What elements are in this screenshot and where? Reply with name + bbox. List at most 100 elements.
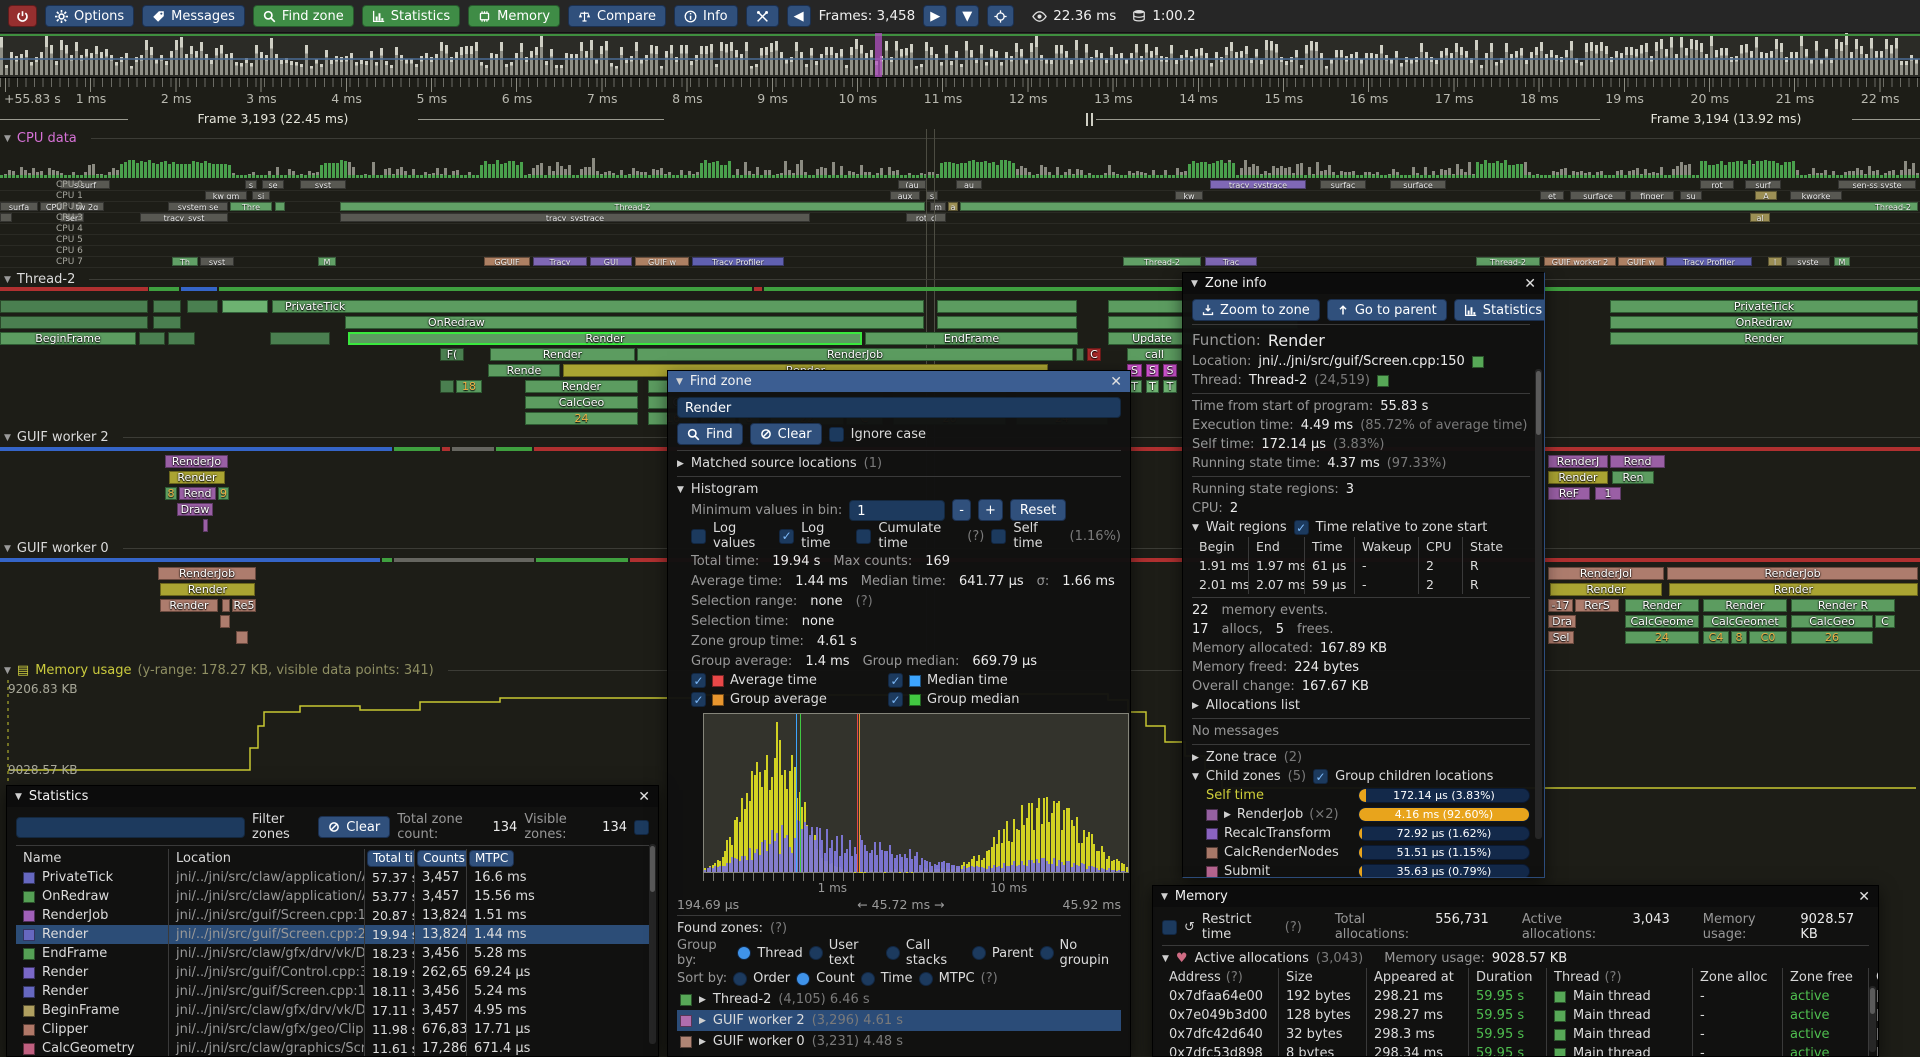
statistics-titlebar[interactable]: ▼ Statistics ✕ (7, 786, 658, 807)
timeline-zone[interactable]: EndFrame (865, 332, 1078, 345)
sort-by-option-count[interactable] (796, 971, 811, 986)
scrollbar[interactable] (649, 844, 656, 1044)
expand-icon[interactable]: ▶ (699, 1036, 706, 1047)
alloc-call-stack[interactable]: [alloc] [free] (1868, 1044, 1878, 1056)
timeline-zone[interactable]: 18 (456, 380, 482, 393)
expand-icon[interactable]: ▶ (1192, 752, 1199, 763)
cpu-zone-chip[interactable]: surfac (1320, 180, 1366, 189)
cpu-zone-chip[interactable]: surf (1745, 180, 1781, 189)
cpu-zone-chip[interactable]: GUIF w (635, 257, 689, 266)
group-by-option-call-stacks[interactable] (885, 946, 900, 960)
child-zone-row[interactable]: Self time 172.14 µs (3.83%) (1192, 786, 1530, 805)
collapse-icon[interactable]: ▼ (4, 432, 11, 443)
cpu-zone-chip[interactable]: surface (1570, 191, 1626, 200)
alloc-call-stack[interactable]: [alloc] [free] (1868, 987, 1878, 1006)
cpu-zone-chip[interactable]: Thre (230, 202, 272, 211)
toolbar-button-tools[interactable] (745, 5, 779, 27)
cpu-zone-chip[interactable] (275, 202, 285, 211)
cpu-zone-chip[interactable]: al (1750, 213, 1770, 222)
find-button[interactable]: Find (677, 423, 743, 445)
timeline-zone[interactable] (139, 332, 165, 345)
cpu-zone-chip[interactable]: A (1755, 191, 1777, 200)
timeline-zone[interactable]: RerS (1575, 599, 1619, 612)
time-relative-checkbox[interactable] (1293, 520, 1309, 535)
timeline-zone[interactable]: Dra (1548, 615, 1576, 628)
toolbar-button-memory[interactable]: Memory (468, 5, 561, 27)
statistics-row[interactable]: OnRedraw jni/../jni/src/claw/application/… (16, 887, 649, 906)
timeline-zone[interactable] (236, 631, 248, 644)
cpu-zone-chip[interactable]: tracy_systrace (1210, 180, 1306, 189)
timeline-zone[interactable]: Render (160, 599, 218, 612)
collapse-icon[interactable]: ▼ (676, 376, 683, 387)
column-header[interactable]: Thread (?) (1546, 968, 1692, 987)
series-toggle-average-time[interactable] (691, 673, 706, 688)
cpu-zone-chip[interactable]: tw 2g (70, 202, 104, 211)
timeline-zone[interactable]: PrivateTick (1610, 300, 1918, 313)
toolbar-button-statistics[interactable]: Statistics (361, 5, 461, 27)
statistics-row[interactable]: Render jni/../jni/src/guif/Control.cpp:34… (16, 963, 649, 982)
cpu-zone-chip[interactable]: kw gm (205, 191, 247, 200)
group-by-option-user-text[interactable] (808, 946, 823, 960)
hist-span-label[interactable]: ← 45.72 ms → (857, 897, 945, 912)
toggle-self-time[interactable] (991, 528, 1007, 544)
series-toggle-group-median[interactable] (888, 692, 903, 707)
column-header[interactable]: Size (1278, 968, 1366, 987)
timeline-zone[interactable]: Render (348, 332, 862, 345)
toolbar-button-options[interactable]: Options (45, 5, 135, 27)
statistics-row[interactable]: PrivateTick jni/../jni/src/claw/applicati… (16, 868, 649, 887)
thread-section-guif-worker-2[interactable]: ▼ GUIF worker 2 (4, 430, 1920, 445)
sort-by-option-time[interactable] (860, 971, 875, 986)
column-header[interactable]: State (1462, 537, 1530, 556)
collapse-icon[interactable]: ▼ (4, 274, 11, 285)
active-allocations-section[interactable]: Active allocations (1194, 951, 1309, 966)
timeline-zone[interactable] (153, 300, 181, 313)
thread-section-thread-2[interactable]: ▼ Thread-2 (4, 272, 1920, 287)
cpu-zone-chip[interactable]: M (1834, 257, 1850, 266)
close-icon[interactable]: ✕ (1524, 275, 1536, 292)
cpu-zone-chip[interactable]: finger (1630, 191, 1674, 200)
timeline-zone[interactable]: Rende (488, 364, 560, 377)
timeline-zone[interactable]: BeginFrame (0, 332, 136, 345)
cpu-zone-chip[interactable]: Tracy Profiler (692, 257, 784, 266)
timeline-zone[interactable]: Ren (1612, 471, 1654, 484)
cpu-zone-chip[interactable]: rot (1700, 180, 1734, 189)
time-ruler[interactable]: +55.83 s 1 ms 2 ms 3 ms 4 ms 5 ms 6 ms 7 ms 8 ms… (0, 78, 1920, 109)
group-by-option-parent[interactable] (971, 946, 986, 960)
frame-label[interactable]: Frame 3,193 (22.45 ms) (197, 111, 349, 126)
found-zone-group[interactable]: ▶ Thread-2 (4,105) 6.46 s (677, 989, 1121, 1010)
cpu-zone-chip[interactable]: M (318, 257, 336, 266)
statistics-button[interactable]: Statistics (1453, 299, 1544, 321)
cpu-zone-chip[interactable]: syste (1786, 257, 1830, 266)
cpu-zone-chip[interactable]: GUI (590, 257, 632, 266)
toolbar-button-compare[interactable]: Compare (568, 5, 667, 27)
wait-region-row[interactable]: 2.01 ms 2.07 ms 59 µs -2 R (1192, 575, 1530, 594)
timeline-zone[interactable] (203, 519, 208, 532)
next-frame-button[interactable]: ▶ (923, 5, 948, 27)
child-zones-section[interactable]: Child zones (1205, 769, 1281, 784)
timeline-zone[interactable]: S (1146, 364, 1159, 377)
cpu-data-header[interactable]: ▼ CPU data (4, 131, 1920, 146)
group-children-checkbox[interactable] (1313, 769, 1329, 784)
crosshair-button[interactable] (987, 5, 1015, 27)
timeline-zone[interactable]: C (1087, 348, 1101, 361)
timeline-zone[interactable] (440, 380, 454, 393)
statistics-row[interactable]: Clipper jni/../jni/src/claw/gfx/geo/Clipp… (16, 1020, 649, 1039)
cpu-zone-chip[interactable] (0, 213, 12, 222)
cpu-zone-chip[interactable]: se (262, 180, 284, 189)
power-button[interactable] (8, 5, 37, 27)
collapse-icon[interactable]: ▼ (4, 665, 11, 676)
collapse-icon[interactable]: ▼ (1161, 891, 1168, 902)
prev-frame-button[interactable]: ◀ (786, 5, 811, 27)
restrict-time-checkbox[interactable] (1162, 919, 1177, 935)
memory-titlebar[interactable]: ▼ Memory ✕ (1153, 886, 1878, 907)
column-header[interactable]: Time (1304, 537, 1354, 556)
timeline-zone[interactable]: C (1875, 615, 1895, 628)
cpu-zone-chip[interactable]: sen-ss syste (1838, 180, 1916, 189)
timeline-zone[interactable] (222, 300, 268, 313)
timeline-zone[interactable] (0, 300, 148, 313)
timeline-zone[interactable]: -17 (1548, 599, 1573, 612)
timeline-zone[interactable]: RenderJol (1548, 567, 1664, 580)
timeline-zone[interactable]: CalcGeo (1791, 615, 1873, 628)
column-header-name[interactable]: Name (23, 851, 62, 866)
timeline-zone[interactable]: Render (1669, 583, 1918, 596)
